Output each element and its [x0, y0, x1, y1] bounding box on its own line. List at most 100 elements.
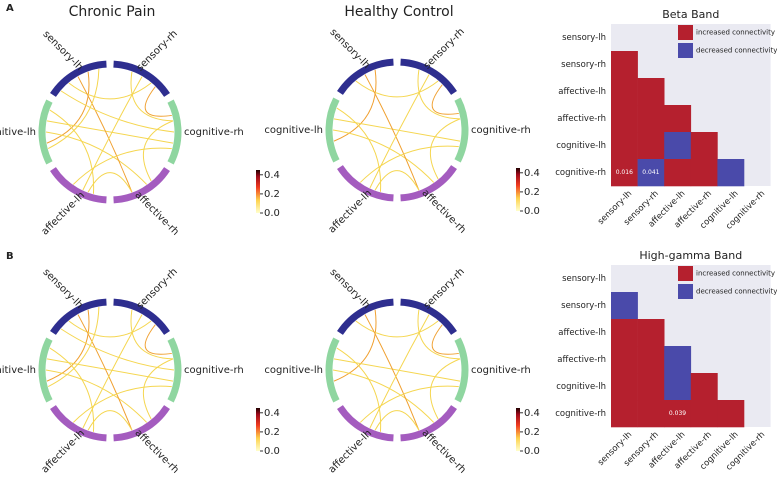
connection [374, 410, 420, 431]
cell [664, 346, 692, 374]
node-label: affective-rh [132, 190, 180, 238]
connection [72, 147, 172, 185]
node-label: cognitive-lh [264, 365, 323, 376]
cell [611, 132, 638, 160]
connection [332, 369, 435, 423]
cell [611, 78, 638, 106]
connection [429, 118, 461, 180]
legend-label: increased connectivity [696, 270, 775, 278]
connection [359, 145, 459, 183]
node-arc [50, 60, 107, 97]
chart-title: Beta Band [662, 8, 719, 21]
row-label: affective-lh [558, 328, 606, 338]
colorbar-tick-label: 0.2 [264, 189, 280, 200]
node-label: affective-rh [132, 428, 180, 476]
cell [637, 159, 665, 187]
panel-label: B [6, 251, 14, 262]
cell [637, 105, 665, 133]
legend-label: increased connectivity [696, 29, 775, 37]
node-label: sensory-lh [41, 29, 85, 73]
connection [369, 314, 430, 429]
cell [664, 400, 692, 428]
colorbar-tick-label: 0.0 [264, 446, 280, 457]
node-arc [38, 99, 53, 165]
cell [637, 78, 665, 106]
node-arc [50, 167, 107, 204]
connection [417, 69, 461, 120]
node-arc [113, 298, 170, 335]
connection [72, 385, 172, 423]
colorbar-tick-label: 0.4 [524, 168, 540, 179]
cell [690, 373, 718, 401]
cell [664, 132, 692, 160]
legend-label: decreased connectivity [696, 47, 777, 55]
node-arc [325, 97, 340, 163]
node-label: cognitive-rh [471, 125, 531, 136]
connection [87, 172, 133, 193]
legend-swatch [678, 43, 693, 58]
node-label: affective-lh [327, 428, 374, 475]
connection [336, 107, 382, 192]
chart-title: High-gamma Band [639, 249, 742, 262]
connection [46, 358, 174, 382]
colorbar-tick-label: 0.0 [524, 446, 540, 457]
connection [333, 358, 461, 382]
colorbar-tick-label: 0.0 [264, 208, 280, 219]
cell [611, 51, 638, 79]
connection [374, 170, 420, 191]
node-arc [400, 405, 457, 442]
row-label: cognitive-rh [555, 409, 606, 419]
cell [611, 105, 638, 133]
connection [431, 324, 459, 355]
chart-title: Healthy Control [344, 4, 453, 20]
node-label: affective-lh [40, 428, 87, 475]
node-arc [113, 167, 170, 204]
node-label: cognitive-rh [184, 365, 244, 376]
colorbar-tick-label: 0.0 [524, 206, 540, 217]
connection [142, 358, 174, 420]
cell [637, 373, 665, 401]
colorbar [516, 168, 520, 211]
node-label: sensory-lh [41, 267, 85, 311]
node-arc [167, 99, 182, 165]
connection [332, 129, 435, 183]
connection [87, 410, 133, 431]
connection [336, 347, 382, 432]
connection [49, 347, 95, 432]
connection [364, 314, 420, 431]
legend-label: decreased connectivity [696, 288, 777, 296]
connection [45, 369, 148, 423]
node-label: affective-rh [419, 188, 467, 236]
cell [664, 373, 692, 401]
connection [47, 306, 100, 388]
legend-swatch [678, 25, 693, 40]
connection [46, 309, 90, 382]
legend-swatch [678, 284, 693, 299]
row-label: cognitive-lh [556, 141, 606, 151]
row-label: sensory-rh [561, 301, 606, 311]
cell [611, 373, 638, 401]
connection [429, 358, 461, 420]
colorbar-tick-label: 0.2 [524, 187, 540, 198]
connection [355, 80, 439, 98]
cell [637, 346, 665, 374]
connection [431, 84, 459, 115]
node-arc [325, 337, 340, 403]
connection [77, 314, 133, 431]
node-arc [337, 165, 394, 202]
colorbar [516, 408, 520, 451]
node-arc [50, 298, 107, 335]
node-arc [337, 298, 394, 335]
row-label: sensory-rh [561, 60, 606, 70]
row-label: affective-rh [557, 114, 606, 124]
cell [690, 132, 718, 160]
cell [664, 159, 692, 187]
node-label: sensory-rh [422, 266, 467, 311]
node-arc [167, 337, 182, 403]
connection [142, 120, 174, 182]
cell [611, 319, 638, 347]
cell-label: 0.016 [616, 169, 633, 176]
connection [417, 309, 461, 360]
connection [68, 82, 152, 100]
